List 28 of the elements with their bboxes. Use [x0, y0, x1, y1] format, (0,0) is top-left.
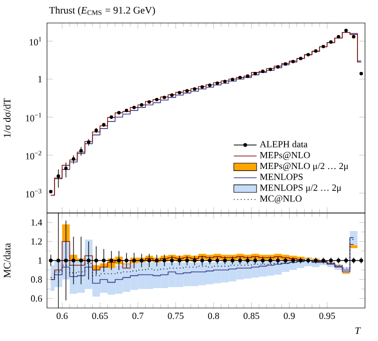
y-tick-label: 1: [38, 257, 42, 264]
legend-label: MC@NLO: [260, 195, 302, 204]
y-tick-label: 1.4: [31, 219, 42, 226]
y-tick-label: 0.8: [30, 276, 42, 283]
y-axis-title: MC/data: [3, 243, 10, 278]
y-tick-label: 0.6: [30, 295, 42, 302]
x-tick-label: 0.7: [132, 312, 144, 320]
y-tick-label: 1.2: [31, 238, 42, 245]
x-tick-label: 0.8: [208, 312, 220, 320]
x-tick-label: 0.75: [168, 312, 184, 320]
x-axis-title: T: [355, 327, 361, 334]
y-tick-label: 10$^{1}$: [30, 36, 42, 46]
y-axis-title: 1/σ dσ/dT: [3, 98, 10, 138]
x-tick-label: 0.95: [319, 312, 335, 320]
legend-label: MENLOPS: [260, 174, 303, 180]
legend-label: MEPs@NLO: [260, 152, 310, 160]
x-tick-label: 0.9: [284, 312, 295, 320]
y-tick-label: 1: [38, 76, 42, 82]
y-tick-label: 10$^{−1}$: [26, 112, 42, 122]
legend-label: ALEPH data: [260, 140, 308, 148]
legend-label: MENLOPS μ/2 … 2μ: [260, 184, 342, 193]
x-tick-label: 0.6: [56, 312, 68, 320]
chart-title: Thrust (E$_{CMS}$ = 91.2 GeV): [49, 6, 155, 16]
x-tick-label: 0.65: [92, 312, 108, 320]
legend-label: MEPs@NLO μ/2 … 2μ: [260, 162, 348, 171]
y-tick-label: 10$^{−3}$: [26, 188, 42, 198]
y-tick-label: 10$^{−2}$: [26, 150, 42, 160]
x-tick-label: 0.85: [244, 312, 260, 320]
